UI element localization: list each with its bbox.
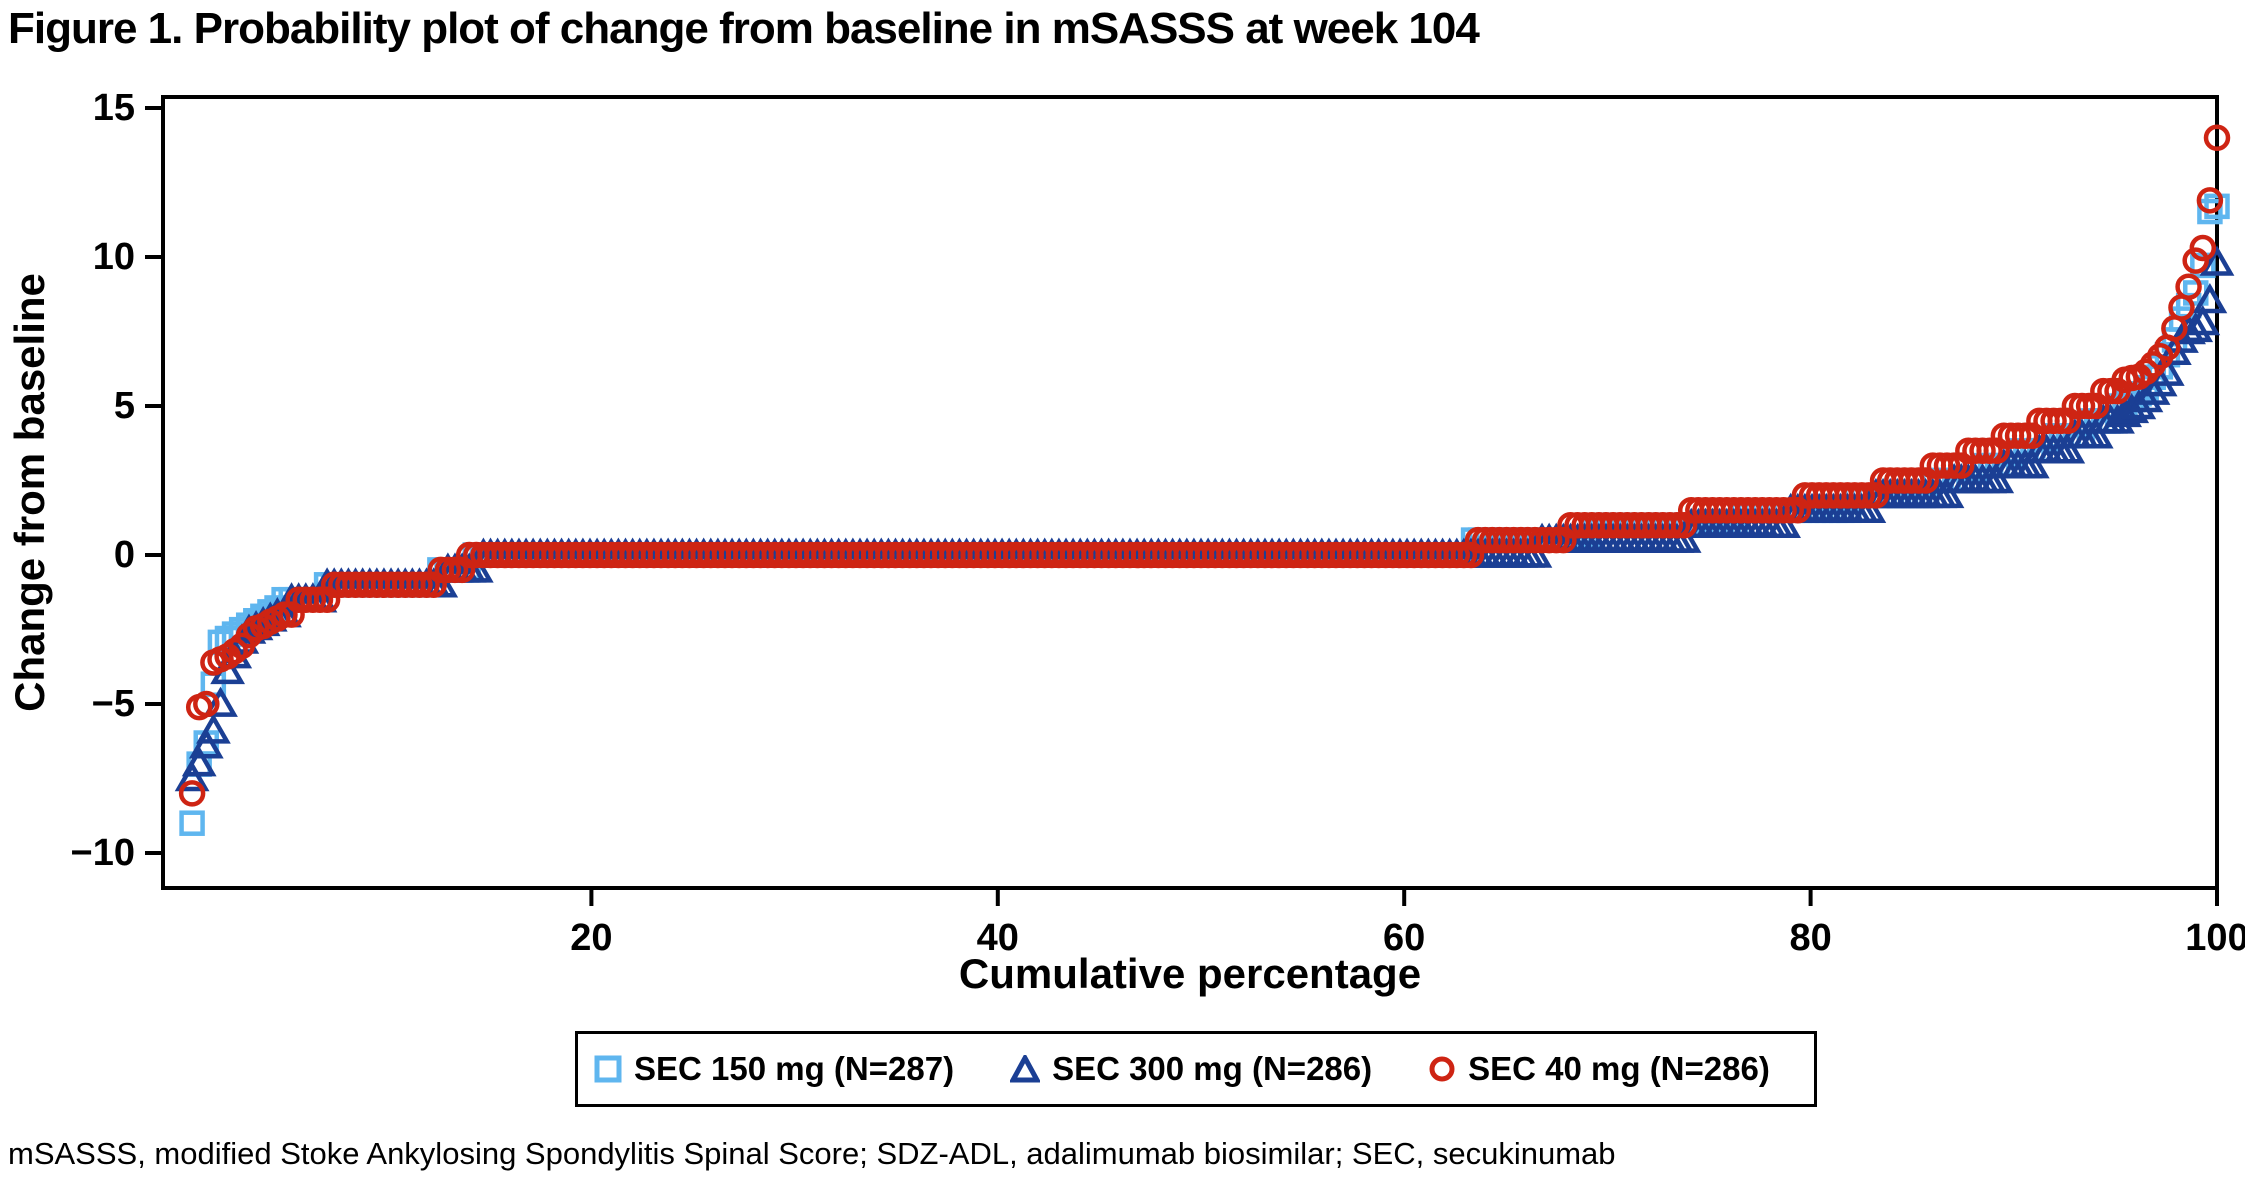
circle-marker (1912, 467, 1939, 494)
series-circles (178, 124, 2231, 807)
square-marker-shape (594, 1055, 622, 1083)
triangle-marker (2050, 433, 2086, 464)
figure-title: Figure 1. Probability plot of change fro… (8, 4, 1480, 53)
x-axis-title: Cumulative percentage (959, 950, 1421, 997)
x-tick-label: 80 (1789, 917, 1831, 959)
triangle-marker (1766, 507, 1801, 538)
circle-marker-icon (1429, 1056, 1455, 1082)
series-squares (179, 193, 2230, 836)
x-tick-label: 100 (2185, 917, 2245, 959)
triangle-marker (203, 686, 238, 717)
legend-entry-sec-40: SEC 40 mg (N=286) (1428, 1050, 1770, 1088)
y-tick-label: 0 (114, 534, 135, 576)
y-tick-label: −5 (92, 683, 135, 725)
legend-label-sec-300: SEC 300 mg (N=286) (1052, 1050, 1373, 1087)
circle-marker (2175, 273, 2202, 300)
series-triangles (174, 245, 2235, 792)
circle-marker (313, 586, 341, 613)
circle-marker (1983, 437, 2010, 464)
triangle-marker (174, 760, 210, 792)
triangle-marker (2014, 448, 2050, 479)
triangle-marker (1517, 537, 1553, 568)
circle-marker (1862, 482, 1890, 509)
triangle-marker (1929, 477, 1965, 509)
circle-marker (278, 601, 305, 628)
legend-label-sec-150: SEC 150 mg (N=287) (634, 1050, 955, 1087)
y-tick-label: 15 (93, 87, 135, 129)
triangle-marker (2078, 418, 2114, 449)
circle-marker (2054, 407, 2082, 435)
triangle-marker (2107, 396, 2143, 428)
triangle-marker (458, 552, 494, 583)
triangle-marker (1851, 492, 1887, 524)
square-marker (179, 810, 205, 836)
triangle-marker (196, 713, 231, 744)
circle-marker (2189, 234, 2217, 262)
legend: SEC 150 mg (N=287) SEC 300 mg (N=286) SE… (575, 1031, 1817, 1107)
plot-frame (161, 95, 2219, 890)
legend-label-sec-40: SEC 40 mg (N=286) (1468, 1050, 1770, 1087)
triangle-marker (2178, 311, 2214, 343)
x-tick-label: 40 (977, 917, 1019, 959)
circle-marker (2196, 187, 2224, 214)
triangle-marker-icon (1010, 1055, 1041, 1083)
circle-marker-shape (1429, 1056, 1455, 1082)
triangle-marker (2199, 245, 2235, 276)
y-tick-label: 5 (114, 385, 135, 427)
circle-marker (1550, 526, 1577, 554)
circle-marker (178, 780, 206, 807)
square-marker (2197, 198, 2223, 225)
legend-entry-sec-300: SEC 300 mg (N=286) (1010, 1050, 1372, 1088)
triangle-marker (2128, 382, 2164, 413)
triangle-marker-shape (1010, 1055, 1041, 1083)
y-tick-label: −10 (71, 832, 135, 874)
square-marker (2204, 193, 2230, 220)
circle-marker (2082, 392, 2110, 420)
y-tick-label: 10 (93, 236, 135, 278)
x-tick-label: 20 (570, 917, 612, 959)
triangle-marker (181, 746, 217, 777)
circle-marker (1784, 497, 1812, 524)
triangle-marker (188, 728, 224, 759)
circle-marker (1947, 452, 1975, 479)
legend-entry-sec-150: SEC 150 mg (N=287) (594, 1050, 954, 1088)
circle-marker (2019, 422, 2046, 450)
triangle-marker (2121, 388, 2157, 420)
circle-marker (420, 571, 447, 599)
circle-marker (1457, 541, 1485, 569)
x-tick-label: 60 (1383, 917, 1425, 959)
triangle-marker (1979, 462, 2015, 494)
y-axis-title: Change from baseline (6, 273, 53, 712)
circle-marker (2132, 358, 2160, 386)
footnote: mSASSS, modified Stoke Ankylosing Spondy… (8, 1136, 1616, 1171)
triangle-marker (1666, 522, 1702, 553)
circle-marker (193, 690, 220, 718)
probability-plot: 15 10 5 0 −5 −10 20 40 60 80 100 Cumulative percent… (6, 87, 2245, 997)
circle-marker (1670, 511, 1698, 539)
square-marker-icon (594, 1055, 622, 1083)
triangle-marker (2192, 282, 2228, 314)
circle-marker (448, 556, 476, 584)
circle-marker (2203, 124, 2231, 152)
triangle-marker (2185, 305, 2221, 336)
